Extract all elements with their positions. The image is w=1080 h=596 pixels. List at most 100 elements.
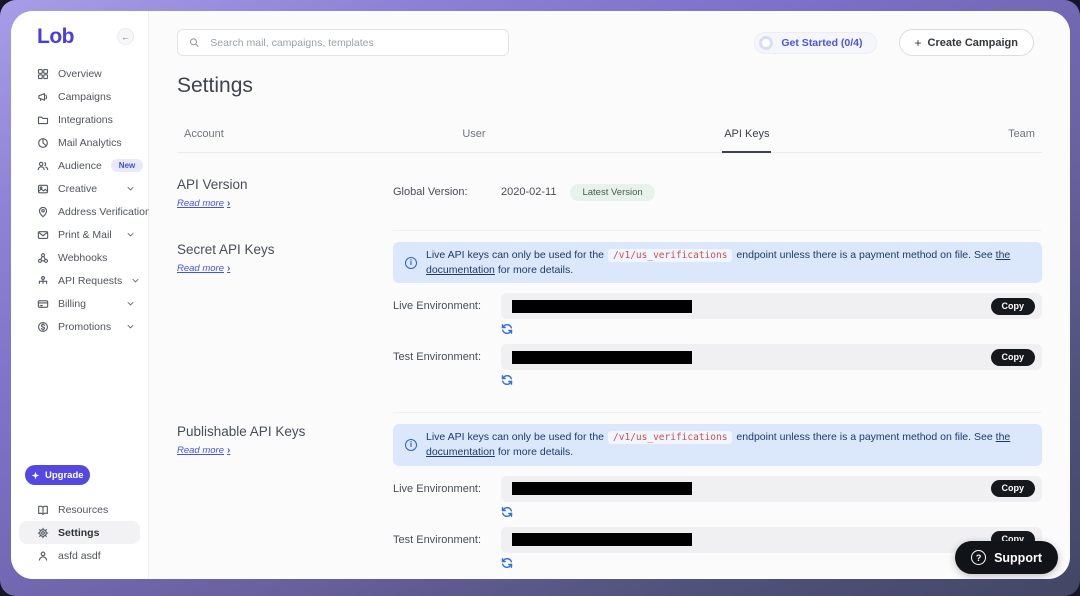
info-icon: i (405, 256, 417, 269)
sidebar-item-label: API Requests (58, 274, 123, 287)
plus-icon: + (914, 35, 922, 50)
sidebar-nav: Overview Campaigns Integrations Mail Ana… (11, 62, 168, 338)
global-search[interactable] (177, 29, 509, 56)
credit-card-icon (37, 299, 49, 308)
network-icon (38, 275, 48, 284)
chevron-down-icon (127, 186, 134, 191)
get-started-button[interactable]: Get Started (0/4) (754, 31, 877, 54)
environment-label: Live Environment: (393, 482, 482, 495)
chevron-down-icon (127, 301, 134, 306)
sidebar-item-label: Overview (58, 67, 102, 80)
read-more-label: Read more (177, 263, 224, 274)
upgrade-button[interactable]: Upgrade (25, 465, 90, 485)
global-version-value: 2020-02-11 (501, 186, 557, 199)
documentation-link[interactable]: the documentation (426, 249, 1011, 276)
page-title: Settings (177, 74, 253, 97)
latest-version-badge: Latest Version (570, 183, 655, 201)
chevron-right-icon: › (227, 197, 231, 209)
copy-button[interactable]: Copy (990, 348, 1035, 366)
sidebar-item-integrations[interactable]: Integrations (11, 108, 148, 131)
chevron-down-icon (127, 324, 134, 329)
live-keys-info-banner: i Live API keys can only be used for the… (393, 242, 1042, 284)
sidebar-item-api-requests[interactable]: API Requests (11, 269, 148, 292)
question-mark-icon: ? (971, 550, 987, 565)
folder-icon (37, 116, 49, 124)
sparkle-icon (31, 471, 40, 479)
chevron-down-icon (132, 278, 139, 283)
publishable-test-key-field[interactable]: Copy (501, 526, 1042, 553)
sidebar-item-label: Promotions (58, 320, 112, 333)
support-button[interactable]: ? Support (955, 541, 1058, 574)
create-campaign-button[interactable]: + Create Campaign (898, 29, 1034, 56)
chevron-right-icon: › (227, 263, 231, 274)
sidebar-collapse-button[interactable]: ← (117, 28, 134, 45)
regenerate-key-button[interactable] (501, 373, 513, 386)
dollar-icon (38, 321, 48, 332)
read-more-link[interactable]: Read more › (177, 263, 230, 274)
environment-label: Test Environment: (393, 351, 482, 364)
publishable-live-key-field[interactable]: Copy (501, 475, 1042, 502)
sidebar-item-audience[interactable]: Audience New (11, 154, 165, 177)
grid-icon (37, 68, 49, 79)
endpoint-code: /v1/us_verifications (608, 249, 733, 262)
redacted-api-key (512, 299, 692, 313)
create-campaign-label: Create Campaign (927, 36, 1018, 49)
webhook-icon (37, 252, 49, 263)
tab-team[interactable]: Team (1008, 128, 1035, 140)
regenerate-key-button[interactable] (501, 322, 513, 335)
refresh-icon (501, 506, 513, 517)
settings-content: Settings Account User API Keys Team API … (149, 67, 1070, 579)
settings-tabs: Account User API Keys Team (177, 123, 1042, 153)
chevron-right-icon: › (227, 445, 231, 457)
sidebar-item-creative[interactable]: Creative (11, 177, 148, 200)
read-more-link[interactable]: Read more › (177, 445, 230, 456)
banner-text: Live API keys can only be used for the/v… (426, 249, 1011, 276)
regenerate-key-button[interactable] (501, 505, 513, 517)
people-icon (37, 161, 49, 170)
environment-label: Test Environment: (393, 533, 482, 546)
sidebar-item-label: Mail Analytics (58, 136, 122, 149)
sidebar-item-print-mail[interactable]: Print & Mail (11, 223, 148, 246)
secret-live-key-field[interactable]: Copy (501, 293, 1042, 320)
section-heading: API Version (177, 176, 248, 192)
copy-button[interactable]: Copy (990, 480, 1035, 498)
read-more-link[interactable]: Read more › (177, 198, 230, 209)
pie-chart-icon (38, 137, 48, 148)
sidebar-item-label: Billing (58, 297, 87, 310)
sidebar-item-label: Print & Mail (58, 228, 112, 241)
sidebar-item-campaigns[interactable]: Campaigns (11, 85, 148, 108)
main-area: Get Started (0/4) + Create Campaign Sett… (149, 11, 1070, 579)
search-input[interactable] (208, 35, 497, 50)
regenerate-key-button[interactable] (501, 556, 513, 568)
book-icon (38, 505, 48, 515)
envelope-icon (37, 230, 49, 239)
left-arrow-icon: ← (121, 31, 130, 42)
sidebar-item-resources[interactable]: Resources (11, 498, 148, 521)
map-pin-icon (38, 206, 48, 217)
tab-account[interactable]: Account (184, 128, 224, 140)
endpoint-code: /v1/us_verifications (608, 431, 733, 445)
section-heading: Publishable API Keys (177, 424, 306, 440)
sidebar-item-billing[interactable]: Billing (11, 292, 148, 315)
sidebar-item-overview[interactable]: Overview (11, 62, 148, 85)
sidebar-item-address-verification[interactable]: Address Verification (11, 200, 168, 223)
api-version-section: API Version Read more › Global Version: 2… (177, 176, 1042, 231)
sidebar-item-settings[interactable]: Settings (19, 521, 140, 544)
secret-test-key-row: Test Environment: Copy (393, 344, 1042, 386)
read-more-label: Read more (177, 445, 224, 457)
secret-test-key-field[interactable]: Copy (501, 344, 1042, 371)
refresh-icon (501, 324, 513, 335)
sidebar-item-label: Integrations (58, 113, 113, 126)
secret-api-keys-section: Secret API Keys Read more › i Live API ke… (177, 242, 1042, 414)
sidebar-item-webhooks[interactable]: Webhooks (11, 246, 148, 269)
copy-button[interactable]: Copy (990, 297, 1035, 315)
documentation-link[interactable]: the documentation (426, 431, 1011, 459)
tab-api-keys[interactable]: API Keys (722, 123, 772, 153)
person-icon (38, 551, 48, 561)
sidebar-item-mail-analytics[interactable]: Mail Analytics (11, 131, 148, 154)
sidebar-item-promotions[interactable]: Promotions (11, 315, 148, 338)
refresh-icon (501, 375, 513, 386)
sidebar-item-user-account[interactable]: asfd asdf (11, 544, 148, 567)
tab-user[interactable]: User (462, 128, 486, 140)
refresh-icon (501, 557, 513, 568)
